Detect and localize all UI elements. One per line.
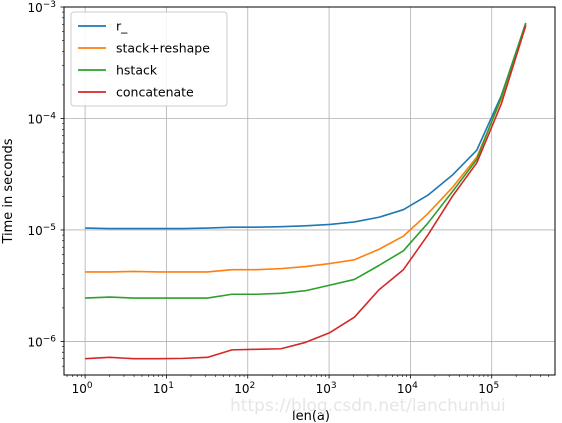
series-line-stack-reshape bbox=[85, 24, 527, 273]
y-tick-exponent: −3 bbox=[43, 0, 56, 10]
x-tick-base: 10 bbox=[72, 382, 87, 396]
y-tick-label: 10−3 bbox=[27, 0, 56, 15]
plot-frame bbox=[63, 6, 556, 376]
y-tick-base: 10 bbox=[27, 112, 42, 126]
y-tick-exponent: −6 bbox=[43, 334, 57, 344]
legend-label: stack+reshape bbox=[116, 41, 210, 56]
y-tick-base: 10 bbox=[27, 1, 42, 15]
x-tick-base: 10 bbox=[234, 382, 249, 396]
x-tick-label: 105 bbox=[478, 381, 499, 396]
legend: r_ stack+reshape hstack concatenate bbox=[70, 11, 228, 107]
x-tick-exponent: 5 bbox=[493, 381, 499, 391]
y-tick-base: 10 bbox=[27, 224, 42, 238]
legend-label: hstack bbox=[116, 63, 158, 78]
legend-box bbox=[70, 11, 228, 107]
series-line-concatenate bbox=[85, 25, 527, 360]
y-axis-label: Time in seconds bbox=[1, 138, 16, 244]
y-axis-ticks: 10−610−510−410−3 bbox=[27, 0, 64, 367]
legend-label: concatenate bbox=[116, 85, 194, 100]
series-line-hstack bbox=[85, 22, 527, 299]
x-axis-label: len(a) bbox=[292, 409, 330, 423]
x-tick-label: 101 bbox=[153, 381, 174, 396]
x-tick-label: 104 bbox=[397, 381, 418, 396]
y-tick-label: 10−4 bbox=[27, 111, 56, 126]
y-tick-label: 10−5 bbox=[27, 223, 56, 238]
y-tick-base: 10 bbox=[27, 335, 42, 349]
x-tick-label: 103 bbox=[316, 381, 337, 396]
x-tick-exponent: 0 bbox=[87, 381, 93, 391]
x-tick-base: 10 bbox=[397, 382, 412, 396]
x-tick-label: 100 bbox=[72, 381, 93, 396]
x-tick-base: 10 bbox=[153, 382, 168, 396]
x-tick-base: 10 bbox=[316, 382, 331, 396]
series-line-r bbox=[85, 23, 527, 230]
x-axis-ticks: 100 101 102 103 104 105 bbox=[66, 375, 549, 396]
x-tick-exponent: 2 bbox=[250, 381, 256, 391]
legend-label: r_ bbox=[116, 19, 128, 34]
watermark: https://blog.csdn.net/lanchunhui bbox=[230, 396, 506, 416]
y-tick-exponent: −5 bbox=[43, 223, 56, 233]
series-group bbox=[85, 22, 527, 360]
x-tick-exponent: 3 bbox=[331, 381, 337, 391]
x-tick-base: 10 bbox=[478, 382, 493, 396]
y-tick-label: 10−6 bbox=[27, 334, 56, 349]
x-tick-exponent: 4 bbox=[412, 381, 418, 391]
x-tick-label: 102 bbox=[234, 381, 255, 396]
y-tick-exponent: −4 bbox=[43, 111, 57, 121]
x-tick-exponent: 1 bbox=[168, 381, 174, 391]
